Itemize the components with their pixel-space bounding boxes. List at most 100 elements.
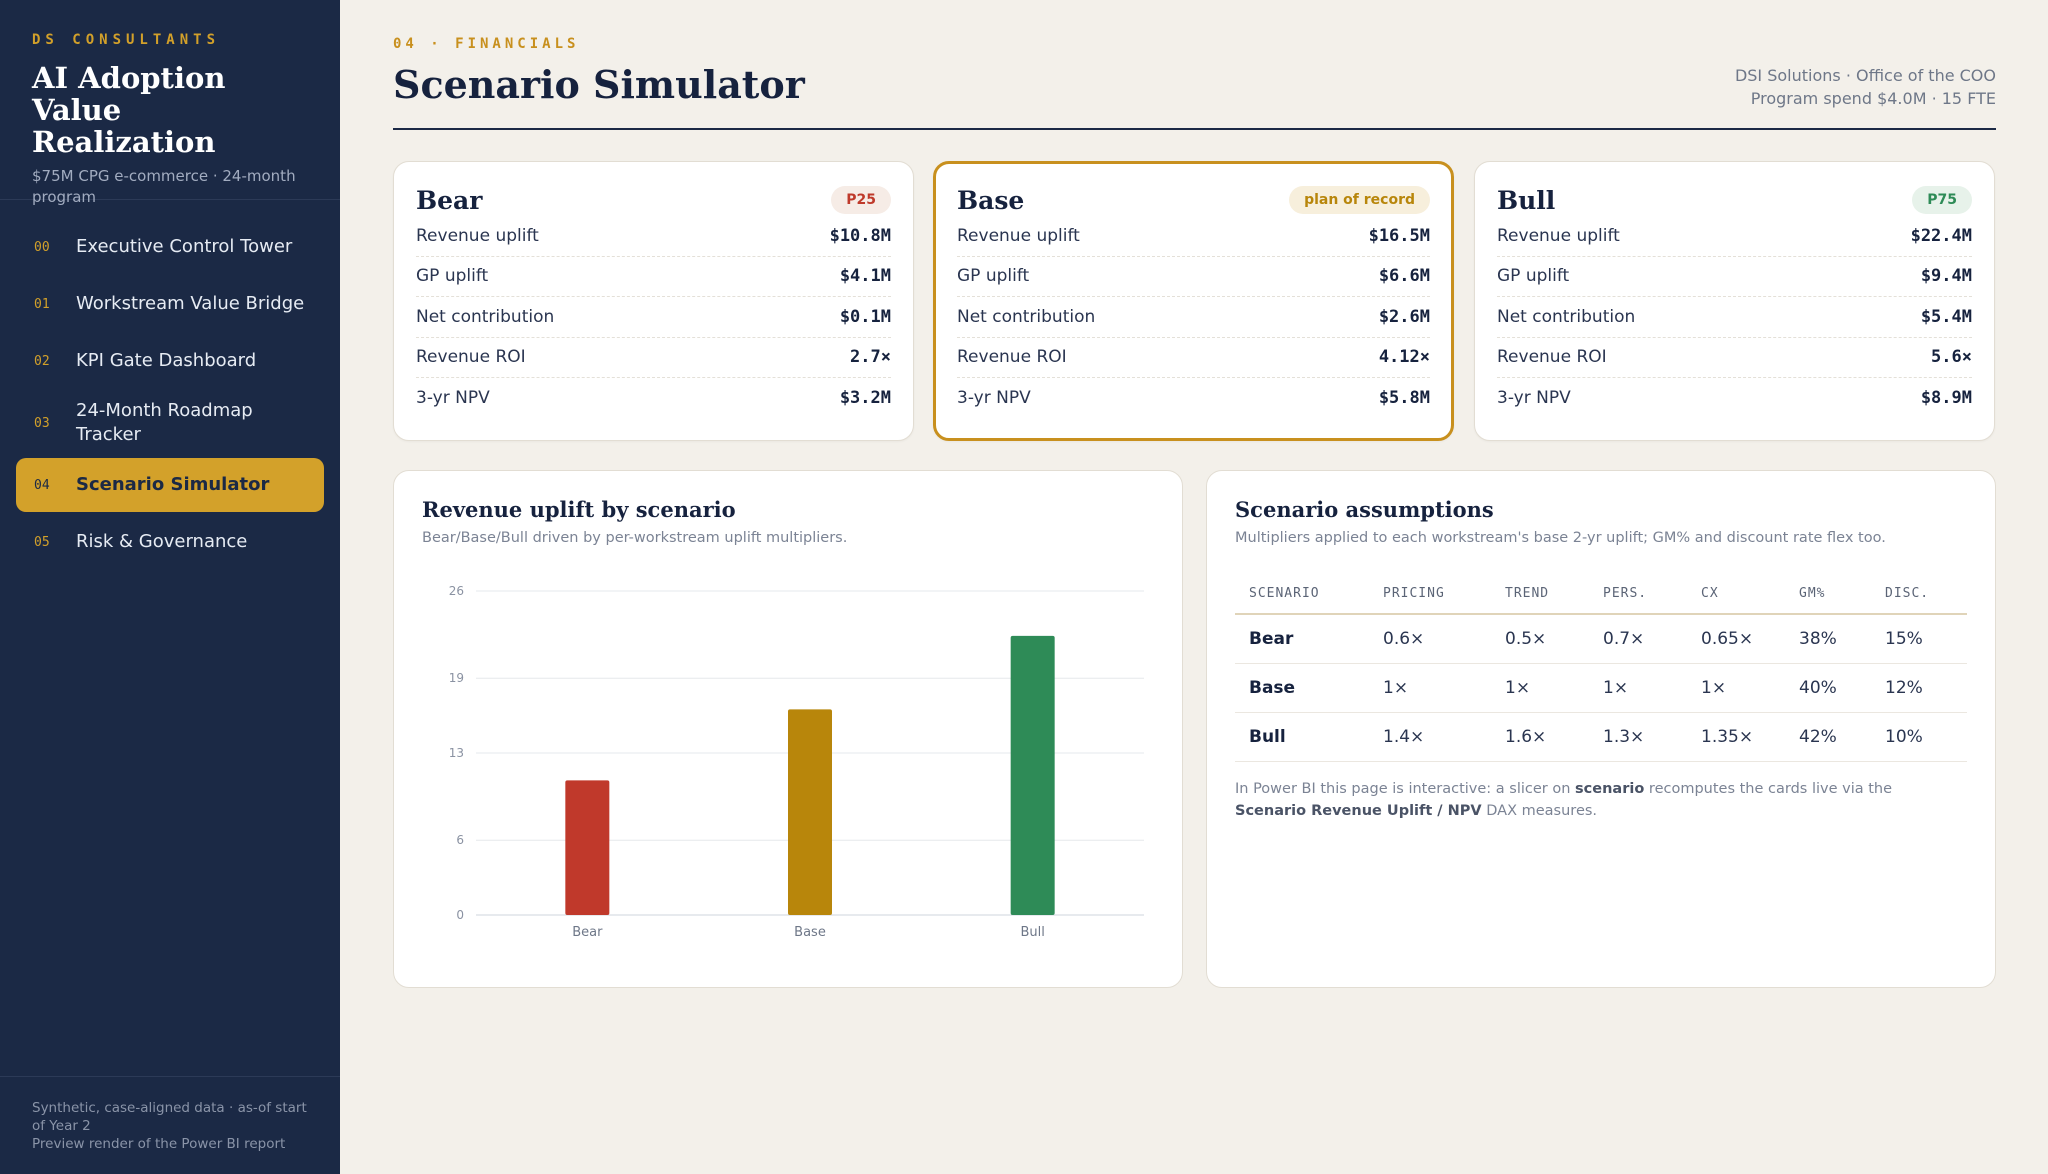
column-header: PRICING — [1369, 574, 1491, 615]
nav-label: 24-Month Roadmap Tracker — [76, 400, 253, 445]
metric-value: $4.1M — [839, 266, 891, 287]
chart-title: Revenue uplift by scenario — [422, 497, 736, 522]
percentile-badge: P25 — [831, 186, 891, 214]
metric-value: $16.5M — [1368, 225, 1430, 246]
metric-list: Revenue uplift $10.8M GP uplift $4.1M Net … — [416, 216, 891, 419]
metric-label: GP uplift — [957, 266, 1030, 287]
metric-label: Revenue ROI — [416, 347, 526, 368]
metric-value: $5.8M — [1378, 388, 1430, 409]
note-emphasis: scenario — [1575, 780, 1645, 797]
metric-row: GP uplift $4.1M — [416, 257, 891, 297]
metric-label: Net contribution — [957, 306, 1096, 327]
nav-item-roadmap-tracker[interactable]: 03 24-Month Roadmap Tracker — [16, 391, 324, 455]
scenario-card-base[interactable]: Base plan of record Revenue uplift $16.5M… — [933, 161, 1454, 441]
metric-label: Revenue ROI — [957, 347, 1067, 368]
table-cell: 0.7× — [1589, 614, 1687, 664]
note-text: In Power BI this page is interactive: a … — [1235, 780, 1576, 797]
nav-item-workstream-value-bridge[interactable]: 01 Workstream Value Bridge — [16, 277, 324, 331]
metric-value: $3.2M — [839, 388, 891, 409]
metric-value: $9.4M — [1920, 266, 1972, 287]
metric-label: GP uplift — [416, 266, 489, 287]
nav-item-scenario-simulator[interactable]: 04 Scenario Simulator — [16, 458, 324, 512]
table-cell: 10% — [1871, 712, 1967, 762]
metric-label: Revenue uplift — [957, 225, 1080, 246]
nav-item-risk-governance[interactable]: 05 Risk & Governance — [16, 515, 324, 569]
metric-row: GP uplift $9.4M — [1497, 257, 1972, 297]
scenario-card-bull[interactable]: Bull P75 Revenue uplift $22.4M GP uplift $… — [1474, 161, 1995, 441]
nav-item-executive-control-tower[interactable]: 00 Executive Control Tower — [16, 220, 324, 274]
metric-row: 3-yr NPV $5.8M — [957, 378, 1430, 419]
metric-label: Revenue ROI — [1497, 347, 1607, 368]
nav-item-kpi-gate-dashboard[interactable]: 02 KPI Gate Dashboard — [16, 334, 324, 388]
note-text: recomputes the cards live via the — [1644, 780, 1893, 797]
metric-label: GP uplift — [1497, 266, 1570, 287]
report-title: AI Adoption Value Realization — [32, 62, 308, 158]
assumptions-subtitle: Multipliers applied to each workstream's… — [1235, 530, 1886, 546]
note-text: DAX measures. — [1481, 802, 1598, 819]
card-title: Bull — [1497, 185, 1556, 215]
metric-list: Revenue uplift $16.5M GP uplift $6.6M Net … — [957, 216, 1430, 419]
table-row: Bull 1.4× 1.6× 1.3× 1.35× 42% 10% — [1235, 712, 1967, 762]
nav-label: Executive Control Tower — [76, 236, 293, 257]
brand-kicker: DS CONSULTANTS — [32, 32, 221, 48]
card-header: Bull P75 — [1497, 184, 1972, 216]
metric-value: $2.6M — [1378, 306, 1430, 327]
scenario-card-bear[interactable]: Bear P25 Revenue uplift $10.8M GP uplift $… — [393, 161, 914, 441]
card-title: Bear — [416, 185, 483, 215]
footer-preview-note: Preview render of the Power BI report — [32, 1136, 286, 1152]
card-header: Bear P25 — [416, 184, 891, 216]
y-tick-label: 19 — [449, 671, 464, 685]
page-nav: 00 Executive Control Tower 01 Workstream… — [0, 200, 340, 569]
metric-label: 3-yr NPV — [416, 388, 490, 409]
metric-value: $5.4M — [1920, 306, 1972, 327]
chart-subtitle: Bear/Base/Bull driven by per-workstream … — [422, 530, 848, 546]
metric-row: Net contribution $0.1M — [416, 297, 891, 338]
table-cell: 12% — [1871, 663, 1967, 713]
table-cell: 1.35× — [1687, 712, 1785, 762]
metric-row: 3-yr NPV $3.2M — [416, 378, 891, 419]
column-header: DISC. — [1871, 574, 1967, 615]
metric-row: GP uplift $6.6M — [957, 257, 1430, 297]
metric-label: Revenue uplift — [416, 225, 539, 246]
metric-list: Revenue uplift $22.4M GP uplift $9.4M Net … — [1497, 216, 1972, 419]
revenue-chart-panel: Revenue uplift by scenario Bear/Base/Bul… — [393, 470, 1183, 988]
card-header: Base plan of record — [957, 184, 1430, 216]
column-header: TREND — [1491, 574, 1589, 615]
column-header: PERS. — [1589, 574, 1687, 615]
bar-bear — [565, 780, 610, 915]
column-header: SCENARIO — [1235, 574, 1369, 615]
metric-value: 2.7× — [850, 347, 891, 368]
spend-line: Program spend $4.0M · 15 FTE — [1750, 89, 1996, 108]
metric-label: 3-yr NPV — [1497, 388, 1571, 409]
report-title-line-1: AI Adoption — [32, 61, 226, 95]
nav-label: Risk & Governance — [76, 531, 248, 552]
scenario-cell: Bear — [1235, 614, 1369, 664]
x-tick-label: Bull — [1020, 925, 1044, 940]
footer-data-note: Synthetic, case-aligned data · as-of sta… — [32, 1100, 307, 1134]
table-row: Base 1× 1× 1× 1× 40% 12% — [1235, 663, 1967, 713]
table-header-row: SCENARIO PRICING TREND PERS. CX GM% DISC… — [1235, 574, 1967, 615]
table-cell: 1.4× — [1369, 712, 1491, 762]
metric-value: $0.1M — [839, 306, 891, 327]
sidebar-footer: Synthetic, case-aligned data · as-of sta… — [0, 1076, 340, 1174]
metric-value: $8.9M — [1920, 388, 1972, 409]
section-kicker: 04 · FINANCIALS — [393, 36, 580, 52]
metric-value: 4.12× — [1378, 347, 1430, 368]
plan-badge: plan of record — [1289, 186, 1430, 214]
note-emphasis: Scenario Revenue Uplift / NPV — [1235, 802, 1482, 819]
nav-number: 04 — [34, 477, 50, 493]
y-tick-label: 26 — [449, 584, 464, 598]
metric-row: 3-yr NPV $8.9M — [1497, 378, 1972, 419]
assumptions-panel: Scenario assumptions Multipliers applied… — [1206, 470, 1996, 988]
nav-number: 00 — [34, 239, 50, 255]
metric-row: Revenue ROI 5.6× — [1497, 338, 1972, 378]
table-cell: 40% — [1785, 663, 1871, 713]
nav-number: 02 — [34, 353, 50, 369]
bar-bull — [1010, 635, 1055, 915]
org-info: DSI Solutions · Office of the COO Progra… — [1735, 64, 1996, 110]
header-divider — [393, 128, 1996, 130]
table-cell: 1× — [1369, 663, 1491, 713]
nav-number: 03 — [34, 415, 50, 431]
metric-value: $10.8M — [829, 225, 891, 246]
y-tick-label: 6 — [456, 833, 464, 847]
